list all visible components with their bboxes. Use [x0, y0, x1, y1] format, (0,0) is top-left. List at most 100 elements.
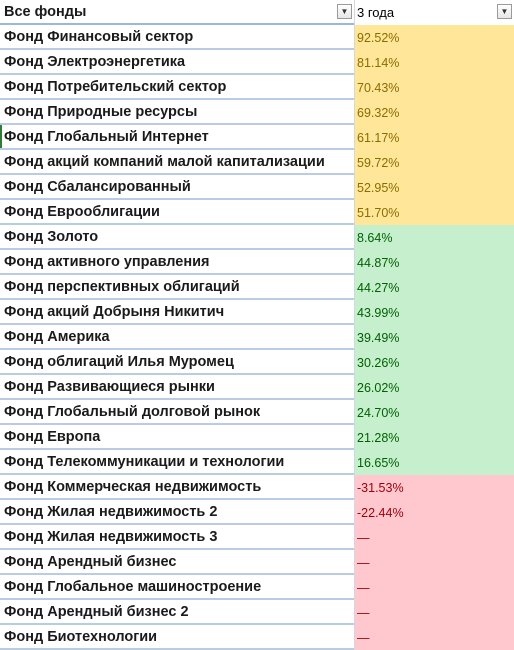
fund-name-cell[interactable]: Фонд Природные ресурсы — [0, 100, 354, 125]
fund-name-cell[interactable]: Фонд Сбалансированный — [0, 175, 354, 200]
fund-name-cell[interactable]: Фонд Глобальный Интернет — [0, 125, 354, 150]
return-cell[interactable]: 51.70% — [354, 200, 514, 225]
return-cell[interactable]: -22.44% — [354, 500, 514, 525]
filter-dropdown-icon[interactable]: ▼ — [337, 4, 352, 19]
return-value: 16.65% — [357, 455, 400, 470]
fund-name-cell[interactable]: Фонд Биотехнологии — [0, 625, 354, 650]
return-value: 44.87% — [357, 255, 400, 270]
fund-name: Фонд Золото — [4, 228, 99, 245]
return-value: 43.99% — [357, 305, 400, 320]
return-value: 92.52% — [357, 30, 400, 45]
return-value: 44.27% — [357, 280, 400, 295]
table-row: Фонд Глобальный долговой рынок 24.70% — [0, 400, 514, 425]
fund-name-cell[interactable]: Фонд акций Добрыня Никитич — [0, 300, 354, 325]
column-divider — [354, 0, 355, 650]
fund-name-cell[interactable]: Фонд Жилая недвижимость 2 — [0, 500, 354, 525]
return-cell[interactable]: 16.65% — [354, 450, 514, 475]
return-cell[interactable]: 52.95% — [354, 175, 514, 200]
table-row: Фонд Глобальный Интернет 61.17% — [0, 125, 514, 150]
fund-name: Фонд Коммерческая недвижимость — [4, 478, 262, 495]
header-cell-funds[interactable]: Все фонды ▼ — [0, 0, 354, 25]
table-row: Фонд Биотехнологии — — [0, 625, 514, 650]
table-row: Фонд Финансовый сектор 92.52% — [0, 25, 514, 50]
table-row: Фонд акций компаний малой капитализации 5… — [0, 150, 514, 175]
fund-name-cell[interactable]: Фонд Еврооблигации — [0, 200, 354, 225]
fund-name: Фонд Еврооблигации — [4, 203, 160, 220]
fund-name-cell[interactable]: Фонд Потребительский сектор — [0, 75, 354, 100]
header-cell-3years[interactable]: 3 года ▼ — [354, 0, 514, 25]
fund-name-cell[interactable]: Фонд Америка — [0, 325, 354, 350]
fund-name-cell[interactable]: Фонд Золото — [0, 225, 354, 250]
fund-name-cell[interactable]: Фонд Жилая недвижимость 3 — [0, 525, 354, 550]
header-3years-label: 3 года — [357, 5, 395, 20]
return-cell[interactable]: 24.70% — [354, 400, 514, 425]
fund-name-cell[interactable]: Фонд Электроэнергетика — [0, 50, 354, 75]
fund-name-cell[interactable]: Фонд перспективных облигаций — [0, 275, 354, 300]
table-row: Фонд Золото 8.64% — [0, 225, 514, 250]
fund-name-cell[interactable]: Фонд Глобальный долговой рынок — [0, 400, 354, 425]
fund-name: Фонд Европа — [4, 428, 101, 445]
return-cell[interactable]: — — [354, 575, 514, 600]
return-cell[interactable]: 21.28% — [354, 425, 514, 450]
return-cell[interactable]: 61.17% — [354, 125, 514, 150]
return-cell[interactable]: 81.14% — [354, 50, 514, 75]
return-cell[interactable]: — — [354, 550, 514, 575]
return-value: — — [357, 530, 370, 545]
fund-name-cell[interactable]: Фонд Финансовый сектор — [0, 25, 354, 50]
table-row: Фонд Европа 21.28% — [0, 425, 514, 450]
table-row: Фонд акций Добрыня Никитич 43.99% — [0, 300, 514, 325]
table-row: Фонд Жилая недвижимость 2 -22.44% — [0, 500, 514, 525]
fund-name: Фонд Жилая недвижимость 2 — [4, 503, 218, 520]
fund-name-cell[interactable]: Фонд Глобальное машиностроение — [0, 575, 354, 600]
return-cell[interactable]: 44.87% — [354, 250, 514, 275]
return-cell[interactable]: 70.43% — [354, 75, 514, 100]
fund-name: Фонд Глобальное машиностроение — [4, 578, 262, 595]
return-value: 26.02% — [357, 380, 400, 395]
return-cell[interactable]: 44.27% — [354, 275, 514, 300]
fund-name: Фонд Биотехнологии — [4, 628, 158, 645]
fund-name-cell[interactable]: Фонд Развивающиеся рынки — [0, 375, 354, 400]
return-value: -31.53% — [357, 480, 404, 495]
return-cell[interactable]: 92.52% — [354, 25, 514, 50]
fund-name-cell[interactable]: Фонд облигаций Илья Муромец — [0, 350, 354, 375]
return-cell[interactable]: 26.02% — [354, 375, 514, 400]
return-value: 21.28% — [357, 430, 400, 445]
sort-filter-icon[interactable]: ▼ — [497, 4, 512, 19]
fund-name-cell[interactable]: Фонд Арендный бизнес — [0, 550, 354, 575]
table-row: Фонд Природные ресурсы 69.32% — [0, 100, 514, 125]
table-row: Фонд перспективных облигаций 44.27% — [0, 275, 514, 300]
fund-name: Фонд Жилая недвижимость 3 — [4, 528, 218, 545]
return-value: 61.17% — [357, 130, 400, 145]
return-cell[interactable]: 69.32% — [354, 100, 514, 125]
fund-name: Фонд Финансовый сектор — [4, 28, 194, 45]
return-value: 39.49% — [357, 330, 400, 345]
table-row: Фонд Сбалансированный 52.95% — [0, 175, 514, 200]
fund-name: Фонд перспективных облигаций — [4, 278, 240, 295]
return-value: 59.72% — [357, 155, 400, 170]
table-row: Фонд Коммерческая недвижимость -31.53% — [0, 475, 514, 500]
fund-name-cell[interactable]: Фонд Арендный бизнес 2 — [0, 600, 354, 625]
fund-name: Фонд облигаций Илья Муромец — [4, 353, 234, 370]
return-value: 52.95% — [357, 180, 400, 195]
return-cell[interactable]: 59.72% — [354, 150, 514, 175]
return-cell[interactable]: — — [354, 625, 514, 650]
table-row: Фонд Жилая недвижимость 3 — — [0, 525, 514, 550]
fund-name: Фонд Потребительский сектор — [4, 78, 227, 95]
return-cell[interactable]: -31.53% — [354, 475, 514, 500]
return-value: 8.64% — [357, 230, 393, 245]
return-cell[interactable]: — — [354, 525, 514, 550]
return-cell[interactable]: 8.64% — [354, 225, 514, 250]
return-value: — — [357, 630, 370, 645]
return-cell[interactable]: 39.49% — [354, 325, 514, 350]
table-row: Фонд Еврооблигации 51.70% — [0, 200, 514, 225]
return-cell[interactable]: — — [354, 600, 514, 625]
fund-name-cell[interactable]: Фонд Европа — [0, 425, 354, 450]
fund-name-cell[interactable]: Фонд Коммерческая недвижимость — [0, 475, 354, 500]
fund-name-cell[interactable]: Фонд активного управления — [0, 250, 354, 275]
return-value: 70.43% — [357, 80, 400, 95]
return-cell[interactable]: 43.99% — [354, 300, 514, 325]
fund-name-cell[interactable]: Фонд акций компаний малой капитализации — [0, 150, 354, 175]
fund-name-cell[interactable]: Фонд Телекоммуникации и технологии — [0, 450, 354, 475]
return-cell[interactable]: 30.26% — [354, 350, 514, 375]
return-value: 81.14% — [357, 55, 400, 70]
